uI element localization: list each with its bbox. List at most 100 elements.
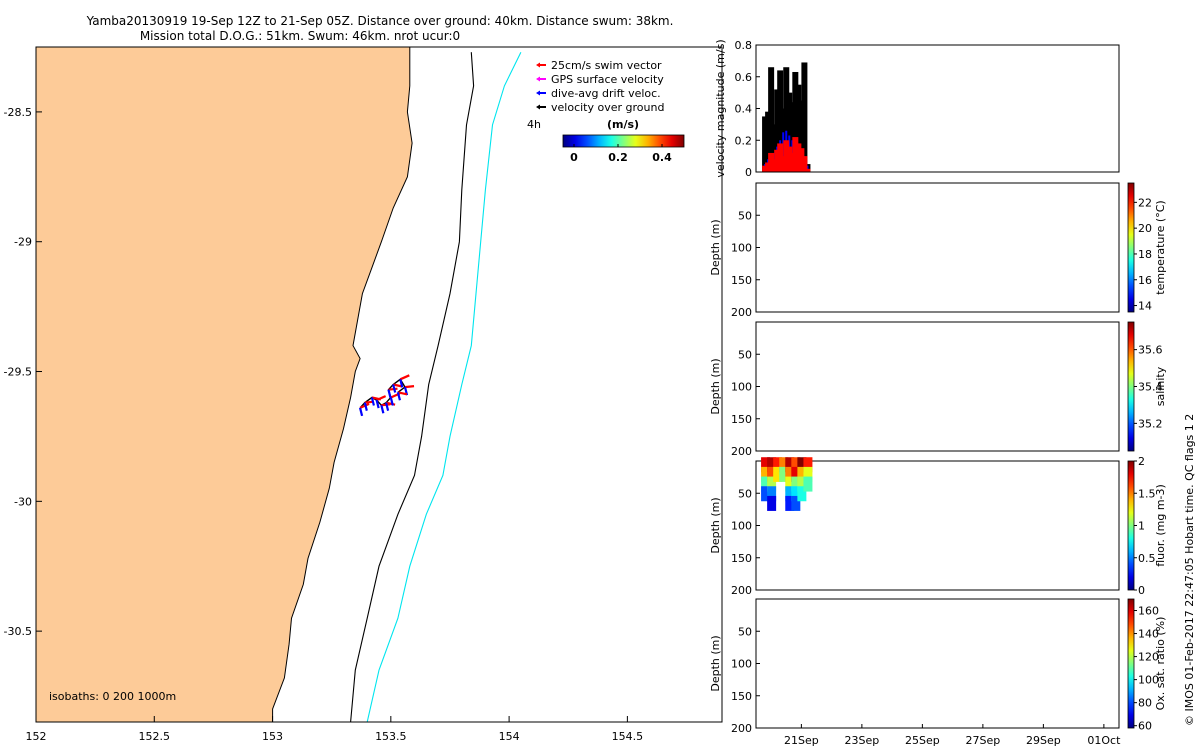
colorbar-tick-label: 20 — [1138, 222, 1152, 235]
depth-tick-label: 150 — [731, 413, 752, 426]
date-tick-label: 21Sep — [784, 734, 819, 747]
profile-cell — [767, 457, 777, 473]
depth-tick-label: 200 — [731, 306, 752, 319]
depth-tick-label: 150 — [731, 274, 752, 287]
colorbar-tick-label: 16 — [1138, 274, 1152, 287]
velocity-bar — [798, 100, 805, 172]
profile-cell — [767, 495, 777, 511]
colorbar-tick-label: 140 — [1138, 628, 1159, 641]
date-tick-label: 29Sep — [1026, 734, 1061, 747]
colorbar-label: Ox. sat. ratio (%) — [1154, 617, 1167, 711]
colorbar-tick-label: 22 — [1138, 196, 1152, 209]
profile-cell — [803, 457, 813, 473]
velocity-bar — [762, 165, 769, 172]
profile-cell — [767, 476, 777, 492]
profile-cell — [797, 466, 807, 482]
drift-vector — [375, 399, 380, 409]
legend-entry: GPS surface velocity — [551, 73, 664, 86]
drift-vector — [396, 392, 401, 401]
time-marker-label: 4h — [527, 118, 541, 131]
velocity-bar — [768, 152, 775, 172]
colorbar-tick-label: 2 — [1138, 455, 1145, 468]
legend-arrowhead — [536, 62, 540, 68]
track-map-panel: 152 152.5 153 153.5 154 154.5 -28.5 -29 -29.5 -30… — [4, 46, 723, 743]
swim-vector — [397, 391, 408, 396]
depth-tick-label: 50 — [738, 487, 752, 500]
legend-entry: velocity over ground — [551, 101, 664, 114]
profile-cell — [761, 466, 771, 482]
map-x-tick-label: 153 — [262, 730, 283, 743]
swim-vector — [392, 383, 403, 388]
temperature-panel-frame — [755, 182, 1120, 313]
profile-cell — [773, 466, 783, 482]
profile-cell — [791, 486, 801, 502]
colorbar-tick-label: 160 — [1138, 605, 1159, 618]
depth-tick-label: 100 — [731, 242, 752, 255]
oxygen-panel-frame — [755, 598, 1120, 729]
velocity-bar — [768, 67, 775, 172]
depth-axis-label: Depth (m) — [709, 635, 722, 691]
velocity-bar — [792, 137, 799, 172]
depth-tick-label: 100 — [731, 520, 752, 533]
velocity-tick-label: 0.2 — [735, 134, 753, 147]
drift-vector — [389, 397, 394, 406]
profile-cell — [797, 476, 807, 492]
map-x-tick-label: 152.5 — [139, 730, 171, 743]
depth-axis-label: Depth (m) — [709, 497, 722, 553]
profile-cell — [797, 457, 807, 473]
profile-cell — [767, 486, 777, 502]
profile-cell — [803, 476, 813, 492]
velocity-tick-label: 0.4 — [735, 103, 753, 116]
velocity-bar — [804, 168, 811, 172]
velocity-frame — [755, 44, 1120, 173]
depth-tick-label: 100 — [731, 658, 752, 671]
profile-cell — [791, 457, 801, 473]
date-tick-label: 27Sep — [966, 734, 1001, 747]
profile-cell — [785, 495, 795, 511]
velocity-bar — [777, 70, 784, 172]
velocity-tick-label: 0.8 — [735, 39, 753, 52]
map-y-tick-label: -29 — [14, 236, 32, 249]
depth-tick-label: 200 — [731, 445, 752, 458]
depth-tick-label: 100 — [731, 381, 752, 394]
depth-colorbar — [1127, 321, 1135, 452]
speed-colorbar-tick-label: 0 — [570, 151, 578, 164]
depth-tick-label: 200 — [731, 722, 752, 735]
map-y-tick-label: -28.5 — [4, 106, 32, 119]
profile-cell — [791, 466, 801, 482]
date-tick-label: 23Sep — [845, 734, 880, 747]
profile-cell — [785, 476, 795, 492]
colorbar-tick-label: 1 — [1138, 520, 1145, 533]
velocity-bar — [774, 149, 781, 172]
colorbar-tick-label: 0.5 — [1138, 552, 1156, 565]
legend-arrowhead — [536, 104, 540, 110]
legend-arrowhead — [536, 76, 540, 82]
map-x-tick-label: 154 — [499, 730, 520, 743]
figure-title-line-2: Mission total D.O.G.: 51km. Swum: 46km. … — [140, 29, 460, 43]
drift-vector — [387, 389, 392, 398]
colorbar-tick-label: 35.6 — [1138, 344, 1163, 357]
isobath-200 — [350, 52, 475, 722]
figure-title-line-1: Yamba20130919 19-Sep 12Z to 21-Sep 05Z. … — [86, 14, 674, 28]
depth-colorbar — [1127, 182, 1135, 313]
velocity-bar — [783, 140, 790, 172]
temperature-panel: 50 100 150 200 Depth (m) 14 16 18 20 22 temperatur… — [709, 182, 1167, 319]
velocity-tick-label: 0.6 — [735, 71, 753, 84]
swim-vector — [404, 385, 415, 389]
salinity-panel: 50 100 150 200 Depth (m) 35.2 35.4 35.6 salinity — [709, 321, 1167, 458]
fluorescence-panel: 50 100 150 200 Depth (m) 0 0.5 1 1.5 2 fluor. (mg … — [709, 455, 1167, 597]
velocity-bar — [782, 132, 785, 172]
depth-tick-label: 200 — [731, 584, 752, 597]
colorbar-label: temperature (°C) — [1154, 200, 1167, 294]
profile-cell — [797, 486, 807, 502]
swim-vector — [388, 387, 398, 391]
velocity-bar — [795, 143, 802, 172]
colorbar-label: fluor. (mg m-3) — [1154, 484, 1167, 567]
colorbar-tick-label: 35.4 — [1138, 381, 1163, 394]
profile-cell — [779, 466, 789, 482]
velocity-bar — [765, 162, 772, 172]
colorbar-tick-label: 120 — [1138, 651, 1159, 664]
velocity-bar — [789, 152, 796, 172]
